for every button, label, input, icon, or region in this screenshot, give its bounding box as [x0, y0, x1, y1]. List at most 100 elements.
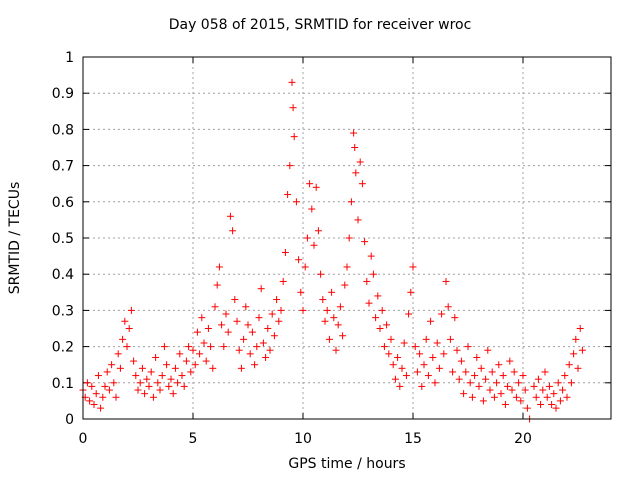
- data-point: [332, 346, 340, 354]
- data-point: [266, 346, 274, 354]
- x-tick-label: 15: [404, 431, 422, 447]
- data-point: [286, 162, 294, 170]
- data-point: [160, 343, 168, 351]
- data-point: [308, 205, 316, 213]
- data-point: [97, 404, 105, 412]
- data-point: [420, 361, 428, 369]
- data-point: [187, 368, 195, 376]
- y-tick-label: 0.9: [52, 86, 74, 102]
- data-point: [444, 303, 452, 311]
- data-point: [356, 158, 364, 166]
- data-point: [506, 357, 514, 365]
- data-point: [532, 393, 540, 401]
- data-point: [477, 364, 485, 372]
- data-point: [501, 401, 509, 409]
- data-point: [284, 191, 292, 199]
- data-point: [418, 382, 426, 390]
- data-point: [345, 234, 353, 242]
- data-point: [248, 328, 256, 336]
- data-point: [440, 350, 448, 358]
- data-point: [246, 350, 254, 358]
- data-point: [297, 288, 305, 296]
- data-point: [385, 350, 393, 358]
- data-point: [163, 361, 171, 369]
- data-point: [167, 375, 175, 383]
- axis-ticks: 00.10.20.30.40.50.60.70.80.910 5 10 15 20: [52, 50, 611, 447]
- data-point: [466, 379, 474, 387]
- data-point: [482, 375, 490, 383]
- data-point: [138, 364, 146, 372]
- data-point: [262, 353, 270, 361]
- data-point: [369, 270, 377, 278]
- data-point: [394, 353, 402, 361]
- data-point: [112, 393, 120, 401]
- data-point: [145, 382, 153, 390]
- data-point: [416, 350, 424, 358]
- data-point: [130, 357, 138, 365]
- plot-frame: [82, 56, 612, 420]
- y-tick-label: 0.5: [52, 231, 74, 247]
- data-point: [191, 361, 199, 369]
- data-point: [222, 310, 230, 318]
- data-point: [174, 379, 182, 387]
- data-point: [572, 335, 580, 343]
- data-point: [550, 390, 558, 398]
- data-point: [299, 306, 307, 314]
- data-point: [490, 393, 498, 401]
- data-point: [101, 382, 109, 390]
- data-point: [288, 78, 296, 86]
- data-point: [257, 285, 265, 293]
- y-tick-label: 0: [65, 412, 74, 428]
- data-point: [303, 234, 311, 242]
- data-point: [556, 397, 564, 405]
- data-point: [251, 361, 259, 369]
- data-point: [198, 314, 206, 322]
- data-point: [460, 390, 468, 398]
- data-point: [209, 364, 217, 372]
- data-point: [108, 361, 116, 369]
- data-point: [147, 368, 155, 376]
- data-point: [143, 375, 151, 383]
- data-point: [495, 361, 503, 369]
- data-point: [279, 277, 287, 285]
- y-axis-label: SRMTID / TECUs: [7, 181, 23, 295]
- data-point: [387, 335, 395, 343]
- data-point: [156, 386, 164, 394]
- y-tick-label: 0.8: [52, 122, 74, 138]
- data-point: [574, 364, 582, 372]
- data-point: [578, 346, 586, 354]
- data-point: [530, 382, 538, 390]
- data-point: [317, 270, 325, 278]
- data-point: [314, 227, 322, 235]
- data-point: [244, 321, 252, 329]
- data-point: [268, 310, 276, 318]
- data-point: [339, 332, 347, 340]
- data-point: [204, 325, 212, 332]
- data-point: [255, 314, 263, 322]
- data-point: [343, 263, 351, 271]
- data-point: [92, 390, 100, 398]
- data-point: [292, 198, 300, 206]
- data-point: [226, 212, 234, 220]
- data-point: [402, 372, 410, 380]
- data-point: [211, 303, 219, 311]
- data-point: [510, 368, 518, 376]
- data-point: [141, 390, 149, 398]
- data-point: [105, 386, 113, 394]
- data-point: [367, 252, 375, 260]
- data-point: [121, 317, 129, 325]
- data-point: [220, 343, 228, 351]
- data-point: [290, 133, 298, 141]
- data-point: [537, 401, 545, 409]
- data-point: [354, 216, 362, 224]
- data-point: [413, 368, 421, 376]
- data-point: [281, 248, 289, 256]
- data-point: [523, 404, 531, 412]
- data-points: [79, 78, 586, 423]
- data-point: [125, 325, 133, 332]
- data-point: [488, 368, 496, 376]
- data-point: [178, 372, 186, 380]
- data-point: [405, 310, 413, 318]
- data-point: [389, 361, 397, 369]
- data-point: [110, 379, 118, 387]
